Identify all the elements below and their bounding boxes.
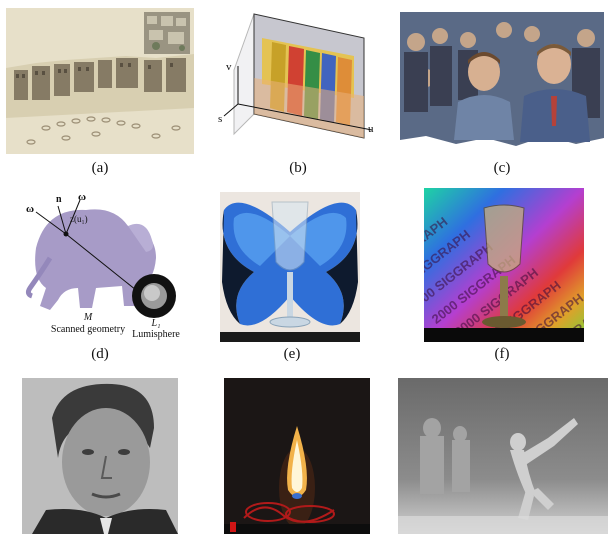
caption-a: (a) (91, 160, 109, 176)
panel-h-image (224, 378, 370, 534)
omega-left-label: ω (26, 203, 34, 215)
axis-s-label: s (218, 113, 222, 125)
axis-v-label: v (226, 61, 232, 73)
panel-b-image: v s u (214, 8, 384, 154)
sphere-text: Lumisphere (132, 329, 180, 340)
panel-i-image (398, 378, 608, 534)
sphere-symbol: L₁ (150, 318, 160, 329)
panel-d-image: n ω ω z(u₁) M Scanned geometry L₁ Lumisp… (6, 188, 194, 340)
caption-c: (c) (493, 160, 511, 176)
point-label: z(u₁) (70, 214, 88, 224)
caption-e: (e) (283, 346, 301, 362)
caption-b: (b) (289, 160, 307, 176)
panel-e-image (220, 192, 360, 342)
axis-u-label: u (368, 123, 374, 135)
geometry-symbol: M (83, 312, 93, 323)
panel-a-image (6, 8, 194, 154)
panel-c-image (396, 8, 608, 154)
caption-f: (f) (494, 346, 510, 362)
panel-g-image (22, 378, 178, 534)
geometry-text: Scanned geometry (51, 324, 125, 335)
omega-right-label: ω (78, 191, 86, 203)
panel-f-image: 2000 SIGGRAPH 2000 SIGGRAPH 2000 SIGGRAP… (424, 188, 584, 342)
caption-d: (d) (91, 346, 109, 362)
normal-label: n (56, 194, 62, 205)
